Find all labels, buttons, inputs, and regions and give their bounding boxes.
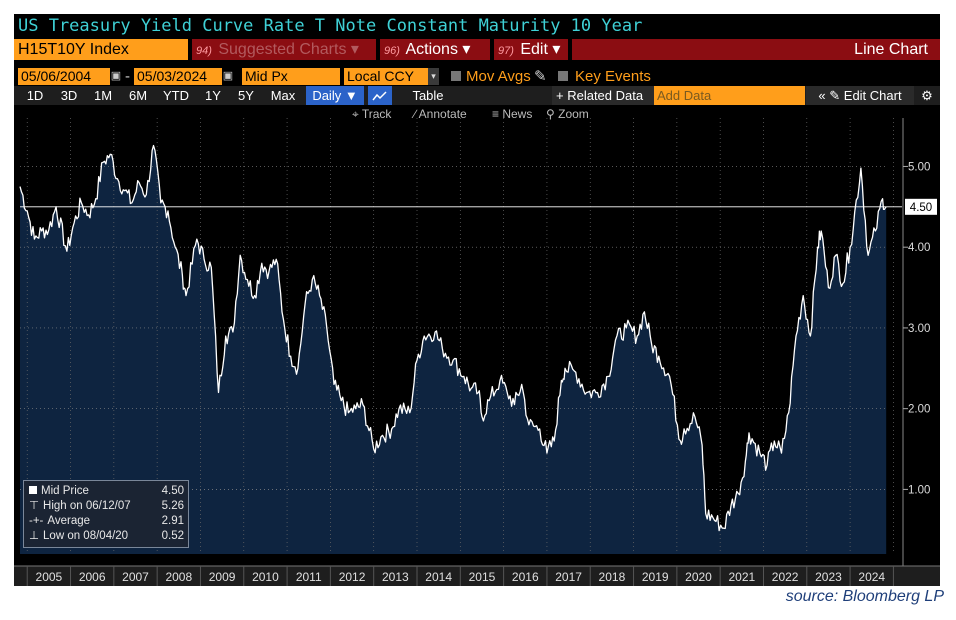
gear-icon[interactable]: ⚙ [921, 88, 933, 103]
date-separator: - [125, 68, 130, 85]
legend-label: Low on 08/04/20 [43, 530, 129, 542]
y-tick-label: 2.00 [908, 404, 930, 416]
x-tick-label: 2017 [555, 570, 582, 584]
period-1m-button[interactable]: 1M [93, 88, 113, 103]
yield-chart[interactable]: 1.00 2.00 3.00 4.00 5.00 4.50 2005 2006 2007 2008… [14, 14, 940, 586]
low-marker-icon: ⊥ [29, 530, 40, 542]
currency-select[interactable]: Local CCY [344, 68, 428, 85]
actions-menu[interactable]: 96) Actions ▾ [380, 39, 490, 60]
menu-label: Suggested Charts ▾ [218, 41, 359, 58]
period-toolbar: 1D 3D 1M 6M YTD 1Y 5Y Max Daily ▼ Table … [14, 86, 940, 105]
edit-menu[interactable]: 97) Edit ▾ [494, 39, 568, 60]
y-tick-label: 3.00 [908, 323, 930, 335]
x-tick-label: 2022 [772, 570, 799, 584]
line-chart-icon[interactable] [368, 86, 392, 105]
period-max-button[interactable]: Max [270, 88, 296, 103]
key-events-checkbox[interactable] [558, 71, 568, 81]
x-tick-label: 2009 [209, 570, 236, 584]
x-tick-label: 2019 [642, 570, 669, 584]
start-date-field[interactable]: 05/06/2004 [18, 68, 110, 85]
x-tick-label: 2024 [858, 570, 885, 584]
high-marker-icon: ⊤ [29, 500, 40, 512]
price-field-select[interactable]: Mid Px [242, 68, 340, 85]
table-button[interactable]: Table [412, 88, 444, 103]
mov-avgs-label[interactable]: Mov Avgs [466, 68, 531, 85]
mov-avgs-checkbox[interactable] [451, 71, 461, 81]
menu-number: 96) [384, 45, 400, 57]
legend-value: 4.50 [161, 485, 184, 497]
period-1y-button[interactable]: 1Y [205, 88, 221, 103]
average-marker-icon: -+- [29, 515, 44, 527]
period-6m-button[interactable]: 6M [128, 88, 148, 103]
period-ytd-button[interactable]: YTD [163, 88, 189, 103]
pencil-icon[interactable]: ✎ [534, 68, 547, 85]
y-tick-label: 5.00 [908, 161, 930, 173]
menu-number: 97) [498, 45, 514, 57]
menu-number: 94) [196, 45, 212, 57]
legend-row-average: -+- Average 2.91 [29, 514, 184, 529]
period-3d-button[interactable]: 3D [60, 88, 78, 103]
chevron-down-icon[interactable]: ▾ [428, 68, 439, 85]
source-caption: source: Bloomberg LP [785, 588, 944, 605]
track-tool[interactable]: ⌖ Track [352, 107, 392, 121]
annotate-tool[interactable]: ∕ Annotate [414, 107, 467, 121]
news-tool[interactable]: ≡ News [492, 107, 533, 121]
x-tick-label: 2010 [252, 570, 279, 584]
x-tick-label: 2011 [296, 570, 322, 584]
x-tick-label: 2007 [122, 570, 149, 584]
x-tick-label: 2018 [599, 570, 626, 584]
x-tick-label: 2020 [685, 570, 712, 584]
legend-row-mid-price: Mid Price 4.50 [29, 484, 184, 499]
bloomberg-terminal-window: US Treasury Yield Curve Rate T Note Cons… [14, 14, 940, 586]
calendar-icon[interactable]: ▣ [222, 70, 234, 82]
end-date-field[interactable]: 05/03/2024 [134, 68, 222, 85]
current-value-label: 4.50 [910, 202, 932, 214]
x-tick-label: 2006 [79, 570, 106, 584]
key-events-label[interactable]: Key Events [575, 68, 651, 85]
frequency-select[interactable]: Daily ▼ [306, 86, 364, 105]
legend-value: 2.91 [161, 515, 184, 527]
x-tick-label: 2016 [512, 570, 539, 584]
chart-legend: Mid Price 4.50 ⊤ High on 06/12/07 5.26 -+… [23, 480, 189, 548]
period-1d-button[interactable]: 1D [26, 88, 44, 103]
edit-chart-button[interactable]: « ✎ Edit Chart [806, 86, 914, 105]
y-tick-label: 4.00 [908, 242, 930, 254]
legend-value: 0.52 [161, 530, 184, 542]
current-value-badge [905, 198, 937, 215]
chart-title: US Treasury Yield Curve Rate T Note Cons… [18, 16, 643, 36]
period-5y-button[interactable]: 5Y [238, 88, 254, 103]
x-tick-label: 2021 [728, 570, 755, 584]
x-tick-label: 2013 [382, 570, 409, 584]
chart-mode-label[interactable]: Line Chart [572, 39, 940, 60]
legend-label: Mid Price [41, 485, 89, 497]
suggested-charts-menu[interactable]: 94) Suggested Charts ▾ [192, 39, 376, 60]
legend-row-high: ⊤ High on 06/12/07 5.26 [29, 499, 184, 514]
series-line [19, 144, 887, 532]
x-tick-label: 2014 [425, 570, 452, 584]
x-axis-band [14, 566, 940, 586]
menu-label: Actions ▾ [405, 41, 471, 58]
add-data-input[interactable]: Add Data [654, 86, 805, 105]
legend-label: High on 06/12/07 [43, 500, 131, 512]
series-area [20, 145, 887, 554]
x-tick-label: 2008 [165, 570, 192, 584]
x-tick-label: 2012 [339, 570, 366, 584]
legend-value: 5.26 [161, 500, 184, 512]
x-tick-label: 2023 [815, 570, 842, 584]
zoom-tool[interactable]: ⚲ Zoom [546, 107, 589, 121]
menu-label: Edit ▾ [520, 41, 561, 58]
ticker-field[interactable]: H15T10Y Index [14, 39, 188, 60]
calendar-icon[interactable]: ▣ [110, 70, 122, 82]
legend-row-low: ⊥ Low on 08/04/20 0.52 [29, 529, 184, 544]
legend-swatch-icon [29, 486, 37, 494]
y-tick-label: 1.00 [908, 484, 930, 496]
x-tick-label: 2005 [36, 570, 63, 584]
legend-label: Average [47, 515, 91, 527]
related-data-button[interactable]: + Related Data [552, 86, 656, 105]
x-tick-label: 2015 [469, 570, 496, 584]
